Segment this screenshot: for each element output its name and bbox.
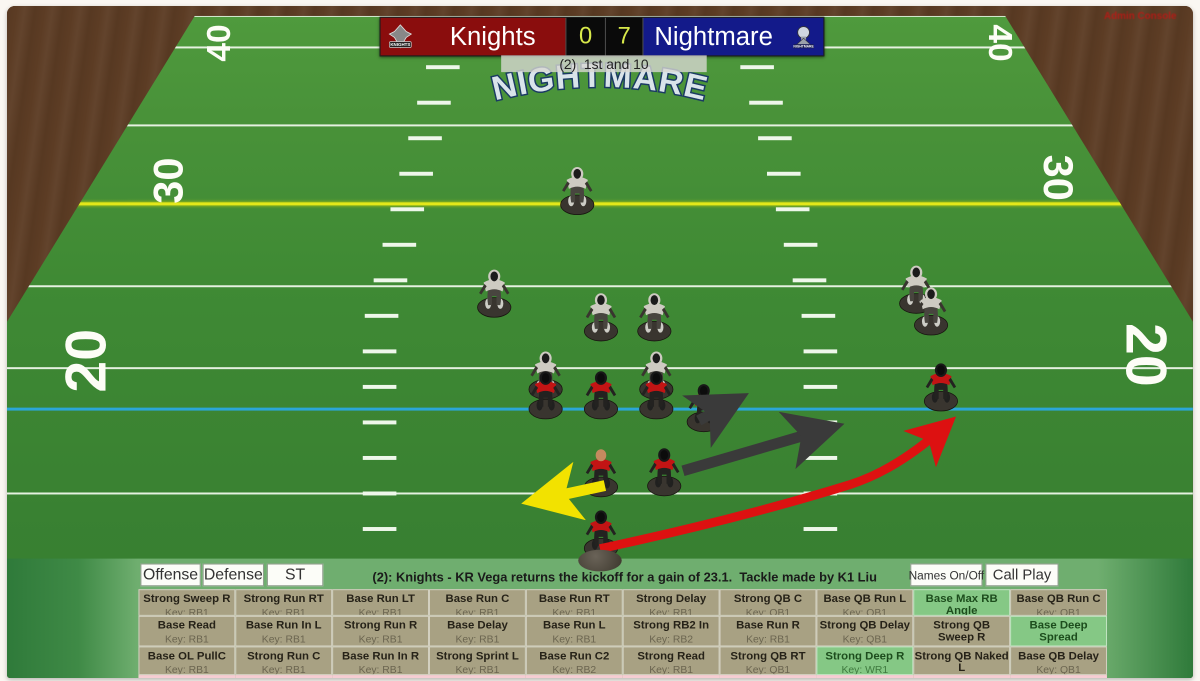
svg-text:KNIGHTS: KNIGHTS xyxy=(390,42,410,47)
svg-text:NIGHTMARE: NIGHTMARE xyxy=(793,44,814,48)
